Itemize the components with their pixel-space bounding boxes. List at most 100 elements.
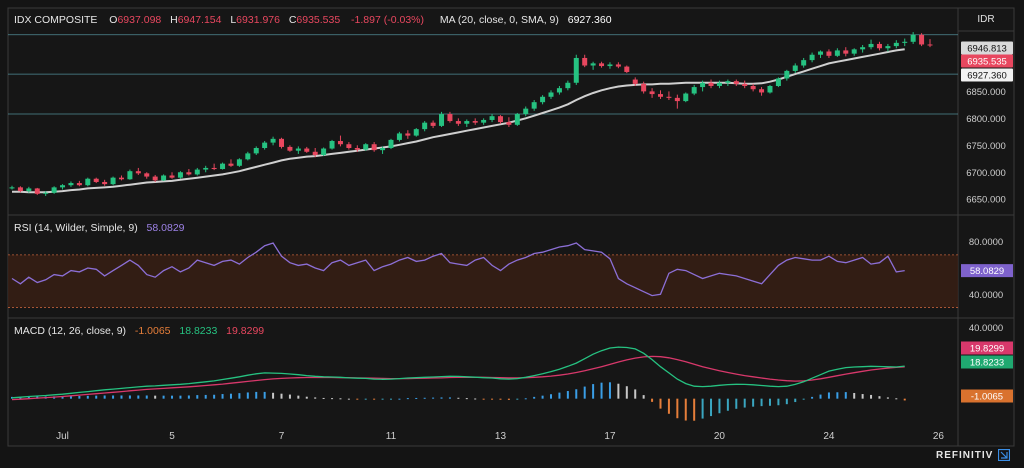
candle-body	[641, 83, 647, 92]
macd-hist-bar	[440, 397, 443, 399]
candle-body	[236, 159, 242, 166]
badge-ma: 6927.360	[967, 71, 1007, 82]
macd-hist-bar	[667, 398, 670, 414]
candle-body	[439, 114, 445, 126]
macd-axis-tick: 40.0000	[969, 323, 1003, 334]
rsi-axis-tick: 40.0000	[969, 290, 1003, 301]
macd-hist-bar	[600, 382, 603, 399]
macd-hist-bar	[398, 398, 401, 400]
candle-body	[843, 50, 849, 54]
candle-body	[388, 139, 394, 148]
candle-body	[792, 65, 798, 71]
candle-body	[144, 173, 150, 177]
macd-hist-bar	[347, 398, 350, 400]
macd-hist-bar	[229, 393, 232, 399]
macd-hist-bar	[179, 395, 182, 399]
macd-hist-bar	[356, 398, 359, 400]
macd-hist-bar	[710, 398, 713, 417]
macd-hist-bar	[246, 392, 249, 399]
macd-hist-bar	[760, 398, 763, 407]
macd-hist-bar	[642, 395, 645, 399]
candle-body	[211, 167, 217, 170]
macd-hist-bar	[768, 398, 771, 406]
macd-hist-bar	[27, 396, 30, 399]
price-axis-tick: 6800.000	[966, 114, 1006, 125]
candle-body	[177, 172, 183, 178]
macd-hist-bar	[516, 398, 519, 400]
candle-body	[9, 187, 15, 189]
candle-body	[68, 183, 74, 186]
candle-body	[750, 86, 756, 90]
candle-body	[573, 57, 579, 83]
macd-hist-bar	[221, 394, 224, 399]
macd-hist-bar	[777, 398, 780, 406]
candle-body	[919, 34, 925, 45]
macd-hist-bar	[811, 396, 814, 399]
candle-body	[759, 89, 765, 93]
rsi-axis-tick: 80.0000	[969, 237, 1003, 248]
macd-hist-bar	[608, 382, 611, 399]
candle-body	[102, 181, 108, 185]
candle-body	[371, 144, 377, 151]
macd-hist-bar	[423, 397, 426, 399]
macd-hist-bar	[145, 395, 148, 399]
candle-body	[110, 177, 116, 185]
candle-body	[624, 66, 630, 72]
price-axis-tick: 6750.000	[966, 141, 1006, 152]
candle-body	[186, 172, 192, 175]
x-axis-tick: 20	[714, 431, 726, 442]
macd-header: MACD (12, 26, close, 9) -1.0065 18.8233 …	[14, 325, 264, 337]
candle-body	[346, 144, 352, 148]
candle-body	[910, 34, 916, 42]
rsi-label: RSI (14, Wilder, Simple, 9)	[14, 222, 138, 234]
macd-hist-bar	[752, 398, 755, 407]
macd-hist-bar	[61, 396, 64, 399]
macd-hist-bar	[659, 398, 662, 409]
refinitiv-mark-icon	[998, 449, 1010, 461]
macd-line	[11, 346, 905, 399]
macd-hist-bar	[238, 393, 241, 399]
candle-body	[405, 133, 411, 136]
candle-body	[152, 176, 158, 181]
macd-hist-bar	[255, 391, 258, 399]
candle-body	[337, 140, 343, 145]
rsi-badge-bg	[961, 264, 1013, 278]
candle-body	[26, 188, 32, 192]
macd-hist-bar	[735, 398, 738, 409]
badge-ma-bg	[961, 68, 1013, 82]
candle-body	[295, 148, 301, 151]
macd-hist-bar	[785, 398, 788, 405]
refinitiv-logo: REFINITIV	[936, 450, 994, 461]
macd-hist-bar	[314, 397, 317, 399]
macd-hist-bar	[802, 398, 805, 400]
candle-body	[683, 93, 689, 102]
candle-body	[514, 114, 520, 125]
candle-body	[43, 192, 49, 194]
macd-hist-bar	[103, 395, 106, 399]
macd-hist-bar	[541, 395, 544, 399]
low-label: L	[230, 14, 237, 26]
macd-hist-bar	[339, 398, 342, 400]
macd-hist-badge: -1.0065	[971, 392, 1003, 403]
candle-body	[927, 44, 933, 46]
ma-label: MA (20, close, 0, SMA, 9)	[439, 14, 559, 26]
macd-hist-bar	[718, 398, 721, 414]
plot-area-border	[7, 7, 1015, 447]
macd-hist-bar	[95, 395, 98, 399]
candle-body	[590, 63, 596, 66]
close-label: C	[288, 14, 297, 26]
macd-hist-bar	[213, 394, 216, 399]
candle-body	[691, 87, 697, 94]
candle-body	[649, 91, 655, 95]
price-axis-tick: 6850.000	[966, 87, 1006, 98]
price-header: IDX COMPOSITE O6937.098 H6947.154 L6931.…	[14, 14, 612, 26]
candle-body	[632, 79, 638, 84]
candle-body	[876, 43, 882, 49]
macd-hist-bar	[373, 398, 376, 400]
macd-hist-bar	[263, 391, 266, 399]
macd-hist-bar	[651, 398, 654, 402]
macd-hist-bar	[364, 398, 367, 400]
macd-hist-value: -1.0065	[134, 325, 171, 337]
macd-hist-bar	[204, 394, 207, 399]
candle-body	[363, 144, 369, 150]
